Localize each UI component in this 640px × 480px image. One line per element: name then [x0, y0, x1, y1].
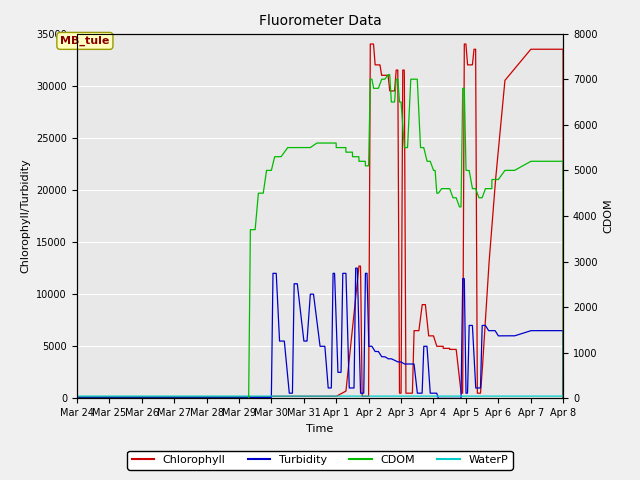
X-axis label: Time: Time: [307, 424, 333, 433]
Legend: Chlorophyll, Turbidity, CDOM, WaterP: Chlorophyll, Turbidity, CDOM, WaterP: [127, 451, 513, 469]
Text: MB_tule: MB_tule: [60, 36, 109, 46]
Y-axis label: CDOM: CDOM: [603, 199, 613, 233]
Title: Fluorometer Data: Fluorometer Data: [259, 14, 381, 28]
Y-axis label: Chlorophyll/Turbidity: Chlorophyll/Turbidity: [20, 158, 31, 274]
